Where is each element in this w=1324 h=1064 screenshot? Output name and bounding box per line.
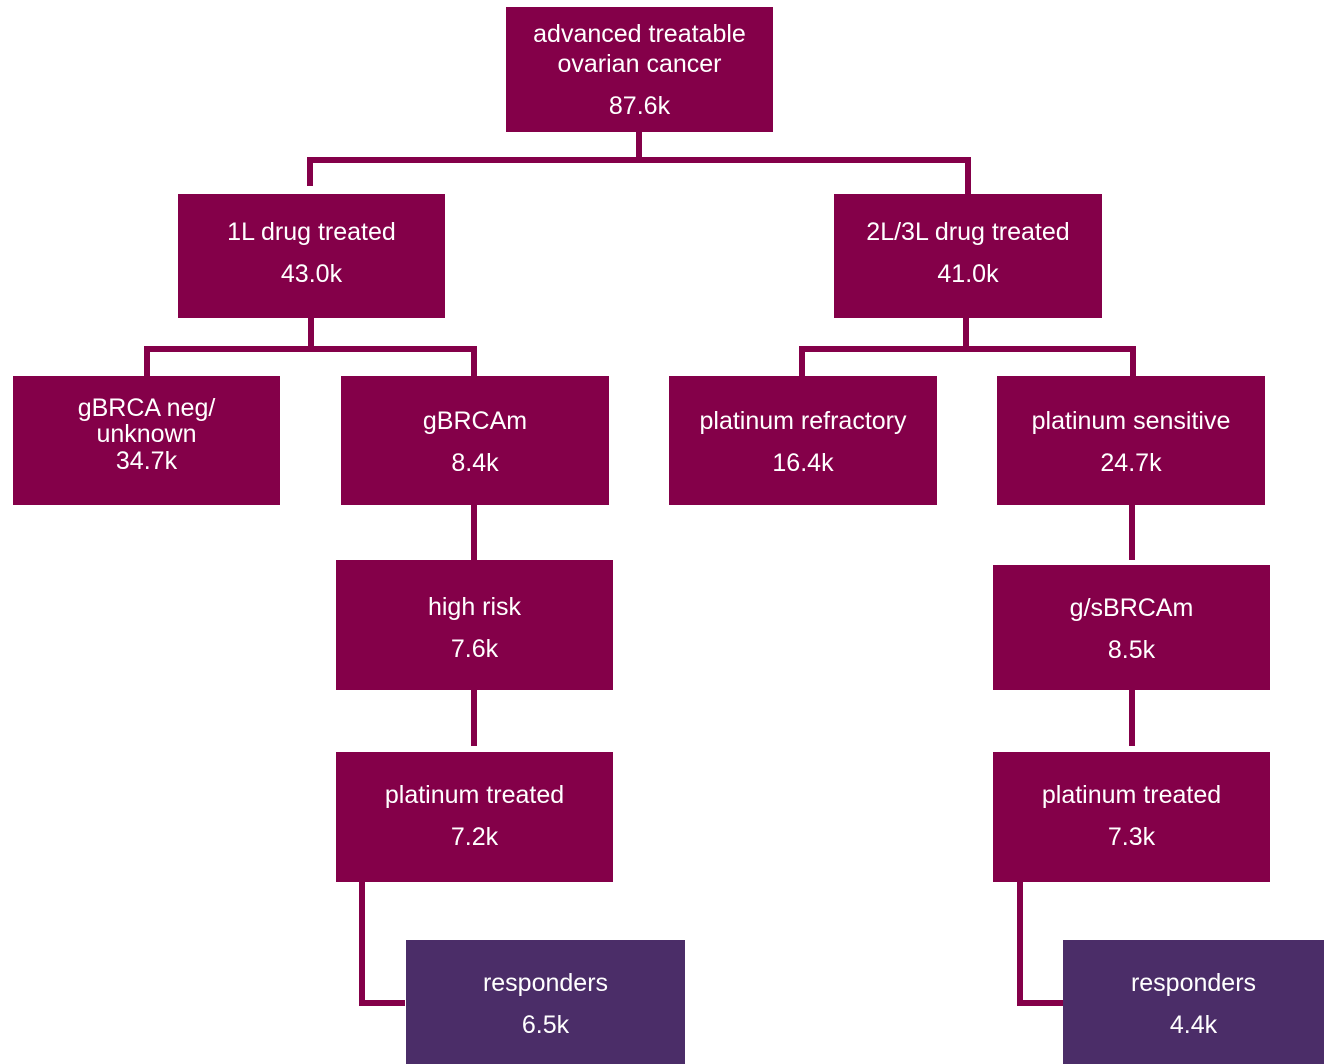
- node-value: 6.5k: [522, 1010, 569, 1040]
- node-label: 2L/3L drug treated: [866, 217, 1069, 247]
- connector-plat-responders-left: [362, 882, 405, 1003]
- node-platinum-sensitive: platinum sensitive 24.7k: [997, 376, 1265, 505]
- node-label: 1L drug treated: [227, 217, 396, 247]
- node-label: high risk: [428, 592, 521, 622]
- node-label: gBRCAm: [423, 406, 527, 436]
- node-label: platinum treated: [1042, 780, 1221, 810]
- node-value: 7.2k: [451, 822, 498, 852]
- node-platinum-refractory: platinum refractory 16.4k: [669, 376, 937, 505]
- node-1l-drug-treated: 1L drug treated 43.0k: [178, 194, 445, 318]
- node-responders-left: responders 6.5k: [406, 940, 685, 1064]
- node-value: 7.3k: [1108, 822, 1155, 852]
- node-value: 8.4k: [451, 448, 498, 478]
- node-advanced-ovarian-cancer: advanced treatable ovarian cancer 87.6k: [506, 7, 773, 132]
- node-label: responders: [483, 968, 608, 998]
- connector-1l-split: [147, 318, 474, 376]
- node-label: g/sBRCAm: [1070, 593, 1194, 623]
- node-gbrcam: gBRCAm 8.4k: [341, 376, 609, 505]
- node-label: platinum refractory: [699, 406, 906, 436]
- node-label: gBRCA neg/ unknown: [78, 395, 216, 448]
- node-value: 8.5k: [1108, 635, 1155, 665]
- node-value: 41.0k: [937, 259, 998, 289]
- node-2l3l-drug-treated: 2L/3L drug treated 41.0k: [834, 194, 1102, 318]
- node-high-risk: high risk 7.6k: [336, 560, 613, 690]
- connector-2l3l-split: [802, 318, 1133, 376]
- node-label: platinum sensitive: [1032, 406, 1231, 436]
- connector-root-split: [310, 132, 968, 194]
- node-label: platinum treated: [385, 780, 564, 810]
- node-platinum-treated-right: platinum treated 7.3k: [993, 752, 1270, 882]
- node-responders-right: responders 4.4k: [1063, 940, 1324, 1064]
- node-label: responders: [1131, 968, 1256, 998]
- node-platinum-treated-left: platinum treated 7.2k: [336, 752, 613, 882]
- node-gbrca-neg-unknown: gBRCA neg/ unknown 34.7k: [13, 376, 280, 505]
- node-gs-brcam: g/sBRCAm 8.5k: [993, 565, 1270, 690]
- node-value: 34.7k: [116, 448, 177, 474]
- node-value: 87.6k: [609, 91, 670, 121]
- node-label: advanced treatable ovarian cancer: [533, 19, 746, 79]
- node-value: 4.4k: [1170, 1010, 1217, 1040]
- node-value: 24.7k: [1100, 448, 1161, 478]
- node-value: 7.6k: [451, 634, 498, 664]
- connector-plat-responders-right: [1020, 882, 1063, 1003]
- node-value: 43.0k: [281, 259, 342, 289]
- node-value: 16.4k: [772, 448, 833, 478]
